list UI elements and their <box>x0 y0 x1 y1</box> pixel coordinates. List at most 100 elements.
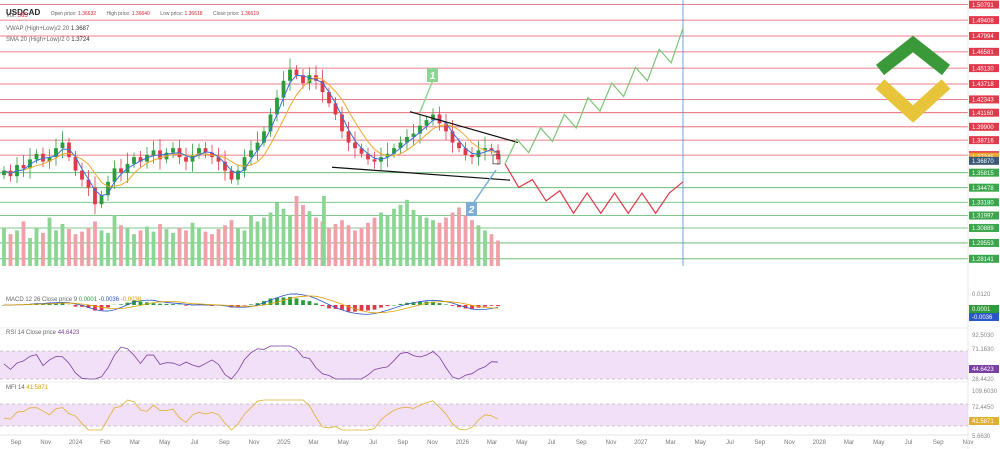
resistance-level-label-bg <box>969 64 999 73</box>
candle-body-66 <box>431 114 435 121</box>
sma-legend[interactable]: SMA 20 (High+Low)/2 0 1.3724 <box>6 37 90 43</box>
macd-hist-64 <box>418 301 422 305</box>
candle-body-11 <box>73 157 78 171</box>
candle-body-30 <box>197 148 201 155</box>
volume-bar-65 <box>424 217 429 266</box>
price-axis[interactable]: 1.50791 1.49408 1.47994 1.46581 1.45130 1.437… <box>967 0 999 449</box>
volume-readout: Vol: 365 <box>6 13 28 19</box>
macd-hist-75 <box>489 305 494 306</box>
volume-bar-7 <box>47 217 52 266</box>
macd-hist-59 <box>385 305 390 307</box>
macd-hist-56 <box>366 305 370 311</box>
candle-body-44 <box>288 69 292 81</box>
mfi-value-label: 41.5871 <box>972 419 994 425</box>
x-tick-label: May <box>695 440 706 446</box>
macd-legend[interactable]: MACD 12 26 Close price 9 0.0001 -0.0036 … <box>6 297 141 303</box>
candle-body-60 <box>392 148 396 154</box>
volume-bar-37 <box>242 230 247 266</box>
volume-bar-38 <box>249 215 253 266</box>
macd-hist-14 <box>93 305 97 311</box>
macd-hist-66 <box>431 301 435 305</box>
candle-body-7 <box>47 157 52 162</box>
volume-bar-63 <box>411 210 416 266</box>
volume-bar-72 <box>470 220 474 266</box>
volume-bar-27 <box>177 227 182 266</box>
volume-bar-5 <box>34 227 39 266</box>
candle-body-31 <box>203 148 208 153</box>
volume-bar-39 <box>255 221 260 266</box>
candle-body-42 <box>275 97 279 115</box>
macd-hist-39 <box>255 303 260 305</box>
candle-body-62 <box>405 136 409 143</box>
volume-bar-67 <box>437 222 442 266</box>
mfi-legend[interactable]: MFI 14 41.5871 <box>6 385 48 391</box>
volume-bar-1 <box>8 234 13 266</box>
macd-hist-21 <box>138 301 143 305</box>
x-tick-label: Nov <box>427 440 438 446</box>
volume-bar-36 <box>236 227 240 266</box>
x-tick-label: Jul <box>191 440 199 446</box>
rsi-band <box>0 351 968 379</box>
volume-bar-56 <box>366 222 370 266</box>
rsi-legend[interactable]: RSI 14 Close price 44.6423 <box>6 330 79 336</box>
x-tick-label: Jul <box>369 440 377 446</box>
x-tick-label: Nov <box>606 440 617 446</box>
macd-hist-26 <box>171 304 175 305</box>
rsi-value-label-bg <box>969 365 999 373</box>
vwap-legend[interactable]: VWAP (High+Low)/2 20 1.3687 <box>6 26 89 32</box>
support-level-label-bg <box>969 238 999 247</box>
macd-hist-55 <box>359 305 364 312</box>
volume-bar-10 <box>67 229 71 266</box>
macd-line <box>4 293 499 315</box>
macd-v1: 0.0001 <box>78 297 98 303</box>
volume-bar-20 <box>132 234 136 266</box>
macd-value-label-bg <box>969 305 999 313</box>
high-value: 1.36640 <box>131 11 150 17</box>
support-level-label-bg <box>969 254 999 263</box>
macd-hist-18 <box>119 304 123 305</box>
volume-bar-28 <box>184 230 188 266</box>
candle-body-71 <box>463 148 468 155</box>
macd-hist-67 <box>437 303 442 305</box>
x-tick-label: Sep <box>933 440 944 446</box>
macd-v2: -0.0036 <box>98 297 120 303</box>
candle-body-34 <box>223 161 227 171</box>
x-tick-label: 2024 <box>69 440 83 446</box>
volume-bar-50 <box>327 227 331 266</box>
candle-body-12 <box>80 170 84 180</box>
candle-body-13 <box>86 179 91 188</box>
volume-bar-53 <box>346 225 351 266</box>
support-level-label: 1.33180 <box>972 200 994 206</box>
bearish-projection <box>504 163 684 215</box>
candle-body-69 <box>450 131 455 143</box>
macd-signal-line <box>4 295 499 314</box>
candle-body-43 <box>281 80 286 98</box>
volume-bar-46 <box>301 204 305 266</box>
macd-hist-16 <box>106 305 110 308</box>
macd-hist-6 <box>41 304 45 305</box>
x-tick-label: May <box>159 440 170 446</box>
candle-body-40 <box>262 131 266 143</box>
volume-bar-24 <box>158 224 162 266</box>
candle-body-49 <box>320 80 325 93</box>
candle-body-56 <box>366 153 370 160</box>
macd-signal-label-bg <box>969 313 999 321</box>
symbol-title: USDCAD <box>6 8 41 17</box>
candle-body-26 <box>171 148 175 153</box>
resistance-level-label: 1.38716 <box>972 138 994 144</box>
volume-bar-71 <box>463 215 468 266</box>
candle-body-8 <box>54 148 58 158</box>
candle-body-72 <box>470 154 474 158</box>
volume-bar-42 <box>275 202 279 266</box>
rsi-label: RSI 14 Close price <box>6 330 57 336</box>
macd-hist-45 <box>294 298 299 305</box>
macd-v3: -0.0038 <box>120 297 142 303</box>
volume-bar-18 <box>119 225 123 266</box>
volume-bar-30 <box>197 227 201 266</box>
volume-bar-57 <box>372 217 377 266</box>
sma-label: SMA 20 (High+Low)/2 0 <box>6 37 70 43</box>
volume-bar-48 <box>314 217 318 266</box>
volume-bar-14 <box>93 221 97 266</box>
macd-hist-20 <box>132 300 136 305</box>
